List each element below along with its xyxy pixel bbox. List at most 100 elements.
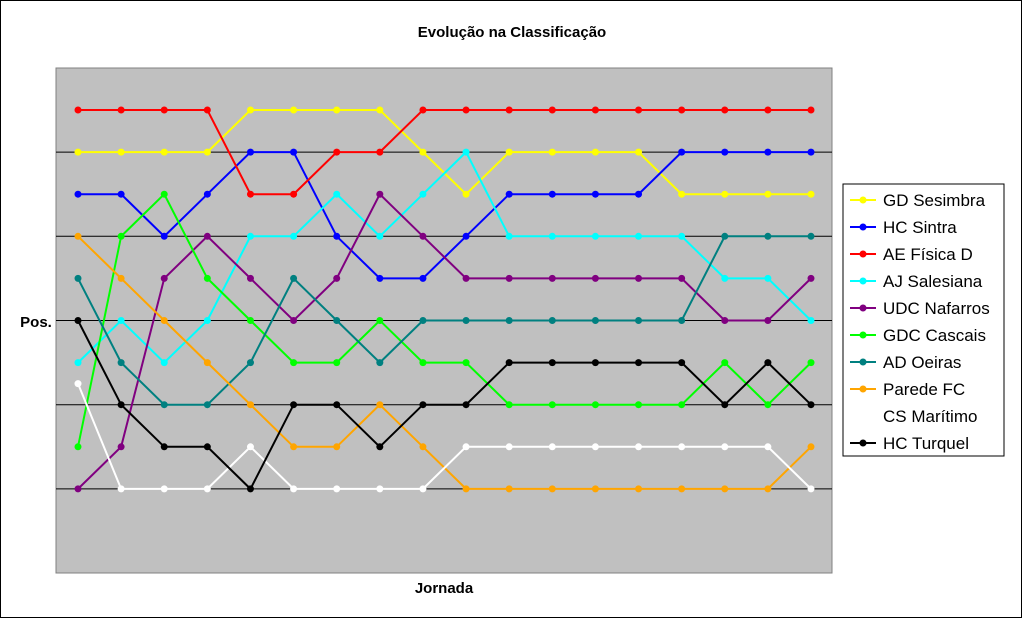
data-point	[678, 317, 686, 324]
data-point	[635, 274, 643, 282]
data-point	[290, 148, 298, 156]
legend-marker	[859, 196, 867, 204]
data-point	[290, 359, 298, 367]
data-point	[246, 401, 254, 409]
series-line	[77, 235, 811, 406]
legend-label: Parede FC	[883, 380, 965, 399]
data-point	[462, 317, 470, 324]
data-point	[591, 232, 599, 240]
legend-entry: UDC Nafarros	[850, 299, 990, 318]
data-point	[419, 148, 427, 156]
data-point	[160, 148, 168, 156]
data-point	[203, 148, 211, 156]
data-point	[807, 148, 815, 156]
x-axis-label: Jornada	[415, 580, 474, 597]
data-point	[764, 274, 772, 282]
series-line	[77, 383, 812, 490]
data-point	[807, 401, 815, 409]
data-point	[635, 232, 643, 240]
legend-label: HC Sintra	[883, 218, 957, 237]
data-point	[376, 232, 384, 240]
data-point	[246, 359, 254, 367]
data-point	[591, 190, 599, 198]
data-point	[376, 106, 384, 114]
data-point	[764, 359, 772, 367]
data-point	[74, 317, 82, 324]
series-line	[77, 192, 812, 448]
data-point	[635, 148, 643, 156]
data-point	[678, 232, 686, 240]
data-point	[333, 148, 341, 156]
legend-marker	[859, 439, 867, 447]
data-point	[462, 190, 470, 198]
data-point	[678, 106, 686, 114]
data-point	[290, 485, 298, 493]
data-point	[807, 317, 815, 324]
data-point	[548, 359, 556, 367]
data-point	[117, 443, 125, 451]
legend-marker	[859, 385, 867, 393]
data-point	[635, 359, 643, 367]
data-point	[548, 401, 556, 409]
data-point	[160, 190, 168, 198]
series-gdc-cascais	[74, 190, 815, 451]
series-hc-turquel	[74, 317, 815, 493]
legend-entry: CS Marítimo	[850, 407, 977, 426]
data-point	[462, 443, 470, 451]
data-point	[635, 106, 643, 114]
legend-marker	[859, 304, 867, 312]
legend-label: AD Oeiras	[883, 353, 961, 372]
data-point	[764, 401, 772, 409]
legend-box	[842, 183, 1005, 457]
legend-marker	[859, 223, 867, 231]
data-point	[246, 190, 254, 198]
data-point	[721, 401, 729, 409]
legend-marker	[859, 277, 867, 285]
data-point	[764, 485, 772, 493]
data-point	[807, 485, 815, 493]
legend-entry: AE Física D	[850, 245, 973, 264]
data-point	[678, 190, 686, 198]
legend-entry: GD Sesimbra	[850, 191, 986, 210]
data-point	[246, 485, 254, 493]
data-point	[505, 401, 513, 409]
data-point	[203, 274, 211, 282]
data-point	[721, 274, 729, 282]
legend-entry: HC Turquel	[850, 434, 969, 453]
legend-label: CS Marítimo	[883, 407, 977, 426]
data-point	[591, 443, 599, 451]
data-point	[807, 232, 815, 240]
data-point	[678, 485, 686, 493]
legend-entry: AJ Salesiana	[850, 272, 983, 291]
data-point	[419, 359, 427, 367]
data-point	[160, 401, 168, 409]
data-point	[333, 485, 341, 493]
data-point	[721, 485, 729, 493]
data-point	[74, 380, 82, 388]
data-point	[462, 106, 470, 114]
data-point	[160, 106, 168, 114]
data-point	[462, 232, 470, 240]
data-point	[635, 485, 643, 493]
data-point	[807, 443, 815, 451]
data-point	[807, 190, 815, 198]
data-point	[117, 190, 125, 198]
legend: GD Sesimbra HC Sintra AE Física D AJ Salesi…	[842, 183, 1005, 457]
data-point	[678, 443, 686, 451]
data-point	[203, 317, 211, 324]
data-point	[678, 359, 686, 367]
data-point	[246, 317, 254, 324]
data-point	[160, 443, 168, 451]
data-point	[764, 443, 772, 451]
chart-title: Evolução na Classificação	[418, 24, 606, 41]
data-point	[764, 232, 772, 240]
data-point	[333, 443, 341, 451]
data-point	[376, 148, 384, 156]
data-point	[117, 274, 125, 282]
series-layer	[74, 106, 815, 493]
data-point	[591, 485, 599, 493]
data-point	[548, 485, 556, 493]
data-point	[721, 232, 729, 240]
legend-label: HC Turquel	[883, 434, 969, 453]
data-point	[246, 148, 254, 156]
